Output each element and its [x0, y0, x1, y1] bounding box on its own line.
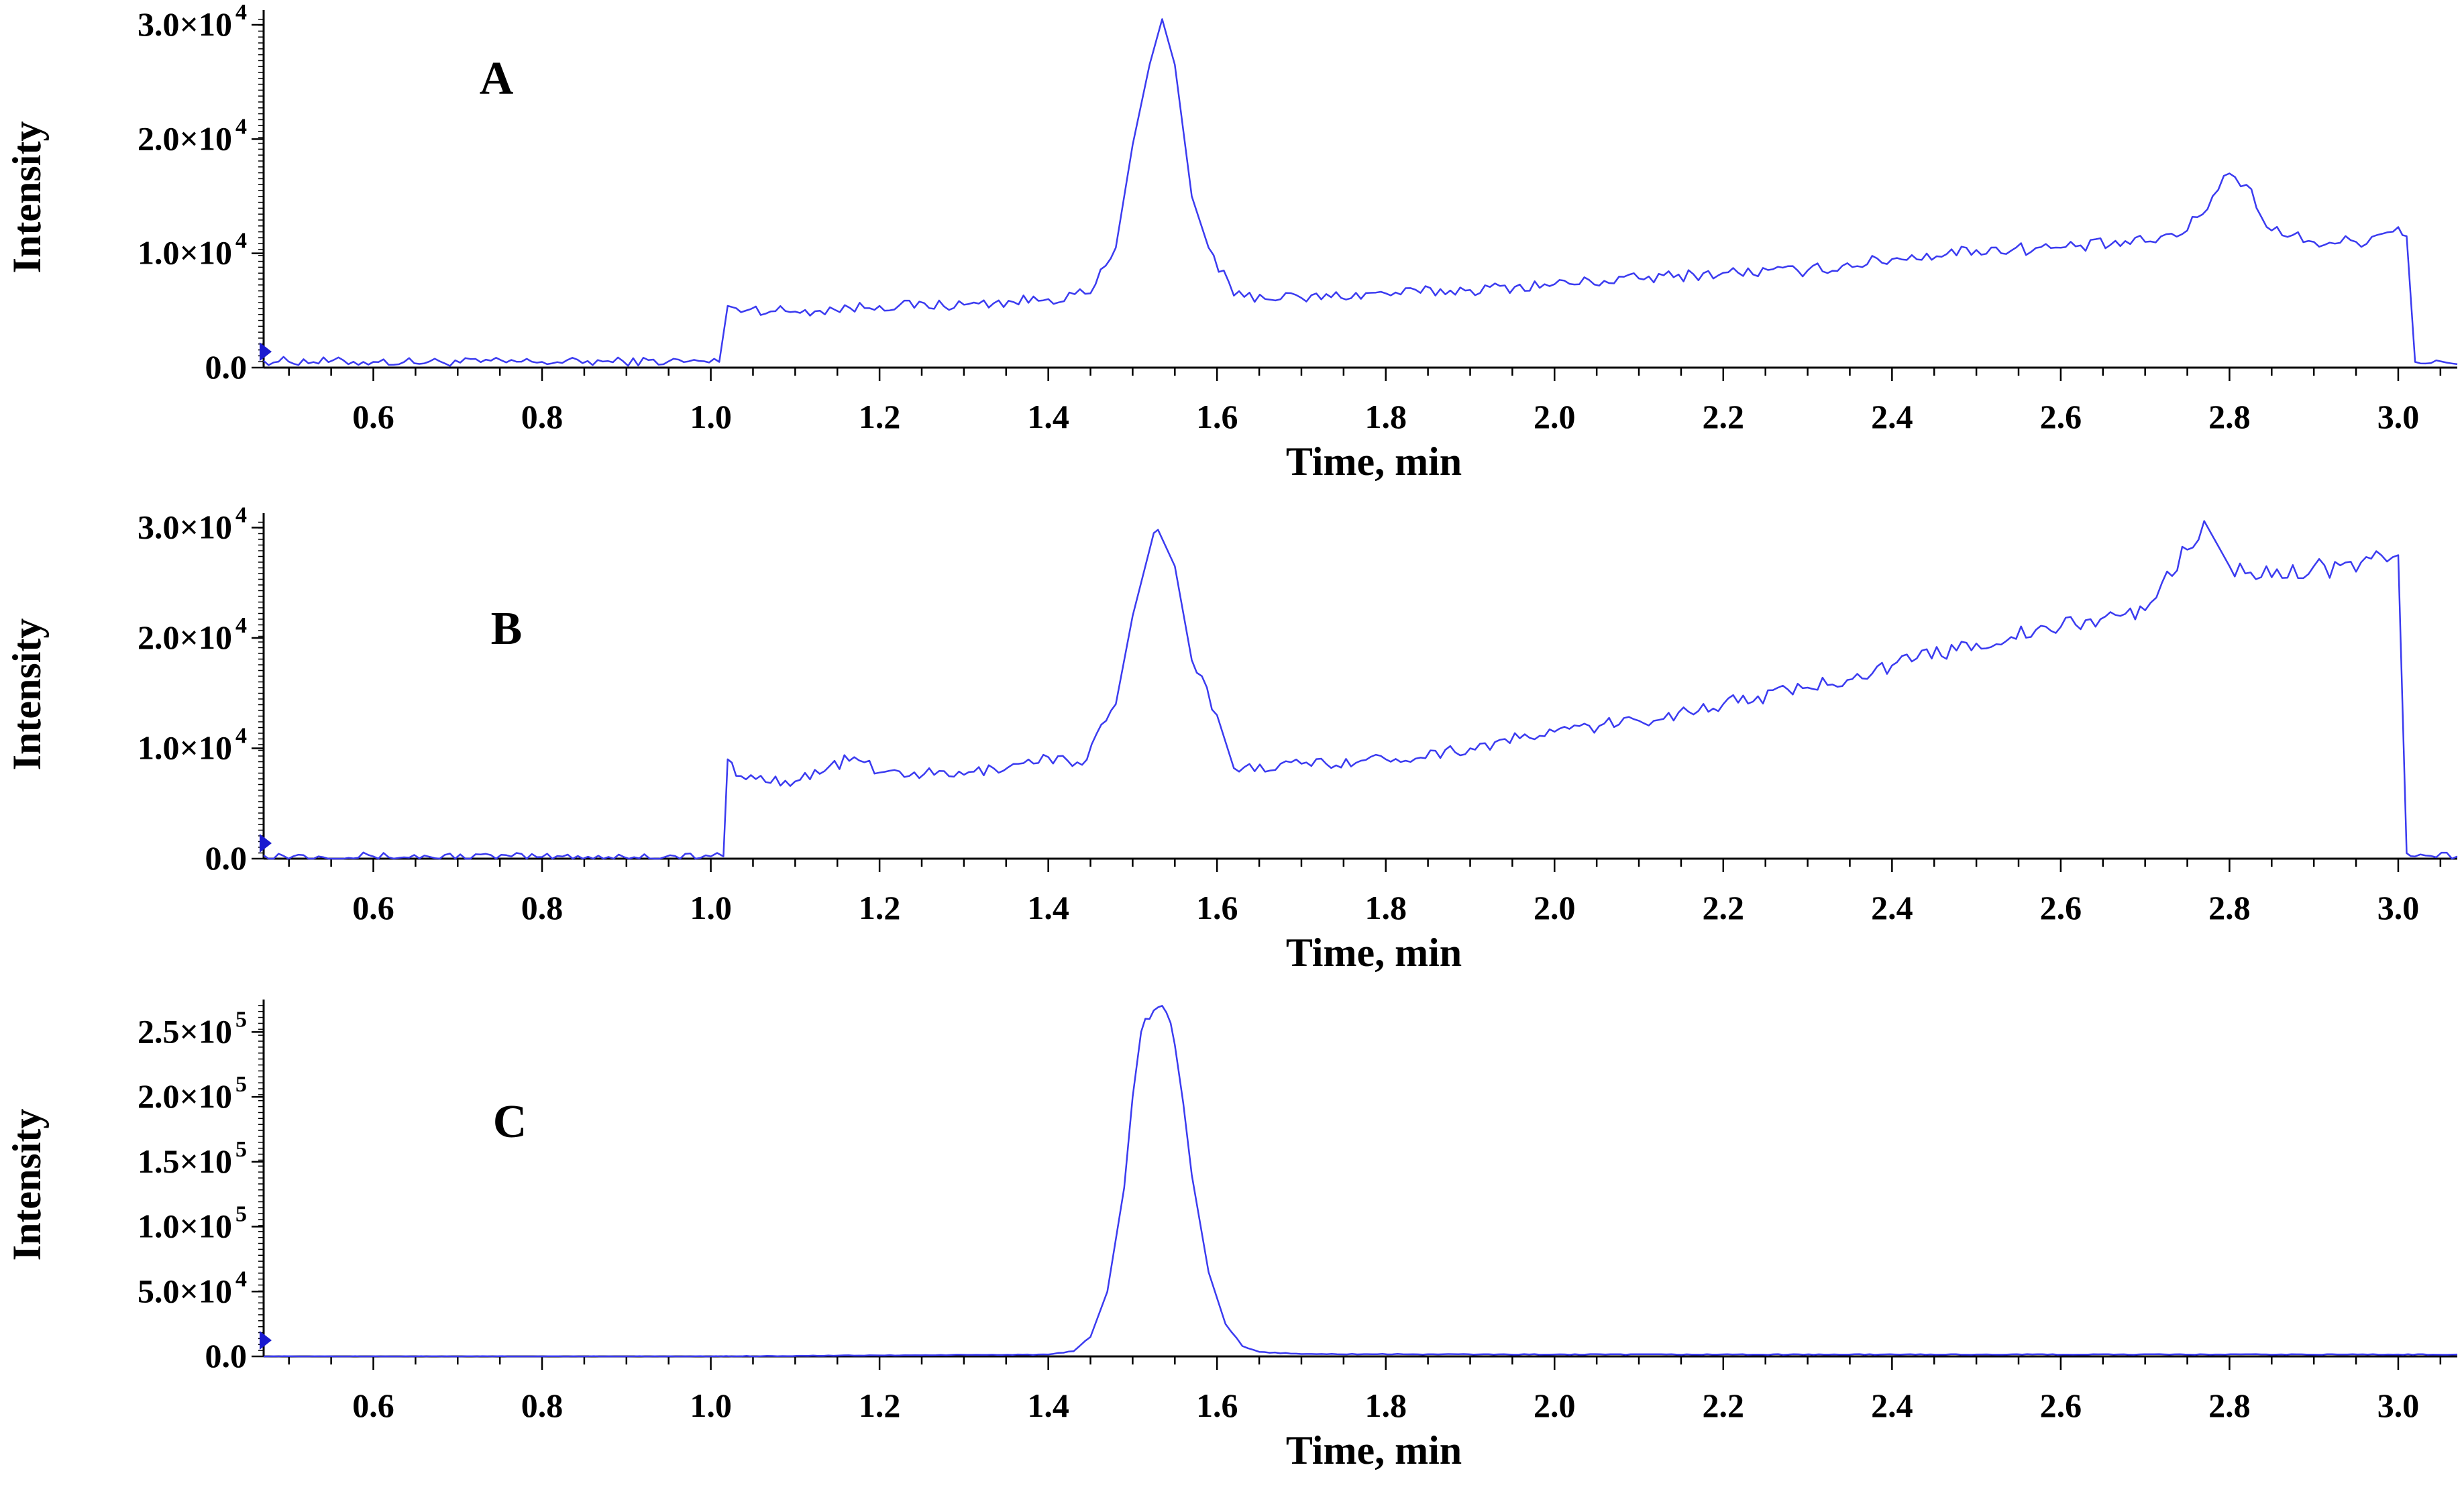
series-line — [264, 1005, 2458, 1358]
y-tick-label: 3.0×10 — [138, 5, 232, 43]
x-tick-label: 1.6 — [1196, 398, 1238, 435]
x-axis-title: Time, min — [1286, 439, 1462, 484]
x-tick-label: 3.0 — [2377, 398, 2420, 435]
x-tick-label: 0.8 — [521, 1387, 564, 1424]
x-axis-title: Time, min — [1286, 930, 1462, 975]
chart-svg: 0.6 0.8 1.0 1.2 1.4 1.6 1.8 2.0 2.2 2.4 2.6 2.8 3.0 0… — [5, 996, 2458, 1472]
x-tick-label: 2.0 — [1534, 398, 1576, 435]
y-tick-label: 2.0×10 — [138, 1077, 232, 1115]
y-axis-title: Intensity — [5, 619, 49, 771]
x-tick-label: 1.2 — [859, 1387, 901, 1424]
x-tick-label: 2.6 — [2040, 889, 2082, 926]
y-tick-exponent: 5 — [235, 1137, 247, 1162]
x-tick-label: 0.6 — [352, 889, 394, 926]
x-tick-label: 1.8 — [1364, 1387, 1407, 1424]
x-tick-label: 1.0 — [690, 398, 732, 435]
x-tick-label: 1.0 — [690, 889, 732, 926]
x-tick-label: 1.8 — [1364, 398, 1407, 435]
panel-label: C — [493, 1096, 527, 1148]
x-tick-label: 1.2 — [859, 398, 901, 435]
y-tick-label: 1.0×10 — [138, 234, 232, 272]
y-tick-exponent: 4 — [235, 229, 247, 254]
y-tick-label: 2.0×10 — [138, 619, 232, 656]
x-axis-title: Time, min — [1286, 1428, 1462, 1472]
y-axis-title: Intensity — [5, 1109, 49, 1261]
chart-panel-c: 0.6 0.8 1.0 1.2 1.4 1.6 1.8 2.0 2.2 2.4 2.6 2.8 3.0 0… — [0, 996, 2464, 1501]
x-tick-label: 1.2 — [859, 889, 901, 926]
x-tick-label: 1.4 — [1027, 398, 1069, 435]
y-tick-label: 2.0×10 — [138, 119, 232, 157]
panel-label: A — [480, 53, 514, 105]
x-tick-label: 3.0 — [2377, 889, 2420, 926]
y-tick-label: 0.0 — [205, 348, 248, 386]
y-tick-exponent: 4 — [235, 723, 247, 748]
x-tick-label: 2.2 — [1703, 398, 1745, 435]
y-tick-exponent: 5 — [235, 1007, 247, 1032]
x-tick-label: 1.6 — [1196, 889, 1238, 926]
panel-label: B — [491, 603, 523, 655]
series-line — [263, 520, 2458, 860]
y-tick-label: 3.0×10 — [138, 508, 232, 545]
x-tick-label: 2.6 — [2040, 398, 2082, 435]
x-tick-label: 0.6 — [352, 398, 394, 435]
x-tick-label: 1.4 — [1027, 1387, 1069, 1424]
start-marker-icon — [260, 1331, 272, 1350]
x-tick-label: 1.8 — [1364, 889, 1407, 926]
x-tick-label: 1.4 — [1027, 889, 1069, 926]
start-marker-icon — [260, 342, 272, 362]
x-tick-label: 0.6 — [352, 1387, 394, 1424]
x-tick-label: 2.8 — [2208, 1387, 2251, 1424]
x-tick-label: 2.4 — [1871, 398, 1913, 435]
y-tick-exponent: 5 — [235, 1202, 247, 1227]
x-tick-label: 2.0 — [1534, 1387, 1576, 1424]
y-tick-label: 0.0 — [205, 1337, 248, 1375]
x-tick-label: 2.8 — [2208, 398, 2251, 435]
x-tick-label: 2.4 — [1871, 1387, 1913, 1424]
y-tick-label: 1.5×10 — [138, 1142, 232, 1180]
x-tick-label: 1.6 — [1196, 1387, 1238, 1424]
start-marker-icon — [260, 834, 272, 853]
x-tick-label: 0.8 — [521, 398, 564, 435]
x-tick-label: 2.2 — [1703, 889, 1745, 926]
x-tick-label: 2.6 — [2040, 1387, 2082, 1424]
chart-panel-a: 0.6 0.8 1.0 1.2 1.4 1.6 1.8 2.0 2.2 2.4 2.6 2.8 3.0 0… — [0, 0, 2464, 500]
y-tick-exponent: 4 — [235, 502, 247, 527]
y-tick-exponent: 4 — [235, 1267, 247, 1291]
y-tick-exponent: 4 — [235, 0, 247, 25]
y-tick-label: 1.0×10 — [138, 729, 232, 766]
x-tick-label: 2.0 — [1534, 889, 1576, 926]
y-tick-label: 0.0 — [205, 839, 248, 877]
y-tick-exponent: 4 — [235, 613, 247, 638]
chart-svg: 0.6 0.8 1.0 1.2 1.4 1.6 1.8 2.0 2.2 2.4 2.6 2.8 3.0 0… — [5, 0, 2458, 484]
x-tick-label: 2.4 — [1871, 889, 1913, 926]
y-tick-label: 1.0×10 — [138, 1207, 232, 1245]
x-tick-label: 2.2 — [1703, 1387, 1745, 1424]
y-tick-exponent: 5 — [235, 1072, 247, 1097]
x-tick-label: 1.0 — [690, 1387, 732, 1424]
x-tick-label: 3.0 — [2377, 1387, 2420, 1424]
y-axis-title: Intensity — [5, 121, 49, 274]
series-line — [263, 18, 2458, 367]
y-tick-label: 2.5×10 — [138, 1012, 232, 1050]
x-tick-label: 2.8 — [2208, 889, 2251, 926]
x-tick-label: 0.8 — [521, 889, 564, 926]
chart-svg: 0.6 0.8 1.0 1.2 1.4 1.6 1.8 2.0 2.2 2.4 2.6 2.8 3.0 0… — [5, 502, 2458, 975]
y-tick-exponent: 4 — [235, 114, 247, 139]
chart-panel-b: 0.6 0.8 1.0 1.2 1.4 1.6 1.8 2.0 2.2 2.4 2.6 2.8 3.0 0… — [0, 500, 2464, 1000]
y-tick-label: 5.0×10 — [138, 1272, 232, 1309]
